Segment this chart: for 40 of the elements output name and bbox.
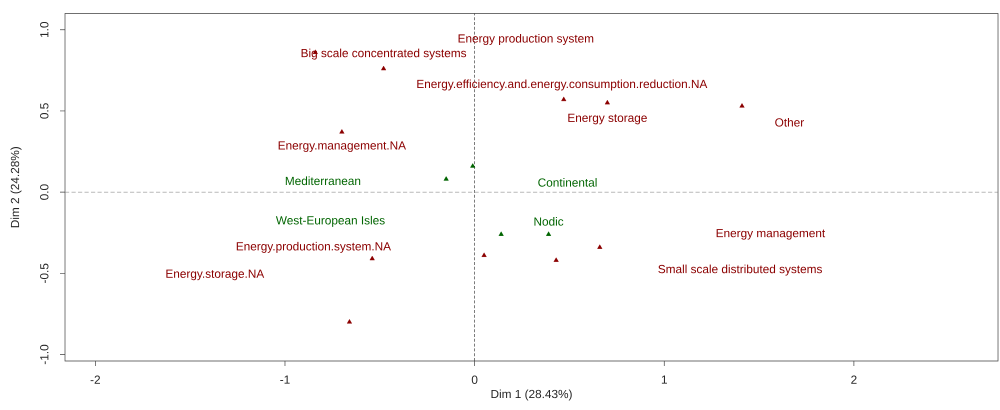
annotation: West-European Isles xyxy=(276,216,385,227)
annotation: Big scale concentrated systems xyxy=(302,48,466,60)
x-tick-label: 2 xyxy=(851,376,857,384)
point xyxy=(739,103,745,108)
point xyxy=(546,231,552,236)
point xyxy=(561,96,566,102)
x-tick-label: -2 xyxy=(90,376,100,384)
point xyxy=(346,319,352,324)
annotation: Mediterranean xyxy=(286,176,360,186)
x-tick-label: 0 xyxy=(472,376,478,384)
annotation: Energy storage xyxy=(568,114,647,124)
annotation: Energy.management.NA xyxy=(278,141,406,152)
point xyxy=(498,231,504,236)
y-tick-label: -0.5 xyxy=(40,264,48,283)
point xyxy=(554,257,559,262)
annotation: Nodic xyxy=(534,217,564,226)
annotation: Energy production system xyxy=(458,34,594,45)
point xyxy=(470,163,476,168)
point xyxy=(381,66,386,70)
annotation: Energy.production.system.NA xyxy=(236,242,391,253)
y-tick-label: 1.0 xyxy=(40,22,48,38)
y-tick-label: 0.0 xyxy=(40,184,48,200)
annotation: Small scale distributed systems xyxy=(658,264,822,276)
point xyxy=(444,176,449,181)
point xyxy=(339,129,344,134)
y-axis-title: Dim 2 (24.28%) xyxy=(10,147,22,228)
point xyxy=(604,100,610,104)
annotation: Continental xyxy=(538,178,597,187)
point xyxy=(597,244,602,249)
x-tick-label: 1 xyxy=(662,376,667,384)
point xyxy=(482,252,487,257)
x-tick-label: -1 xyxy=(280,376,290,384)
y-tick-label: 0.5 xyxy=(40,103,48,119)
x-axis-title: Dim 1 (28.43%) xyxy=(491,390,572,400)
annotation: Other xyxy=(775,118,804,127)
annotation: Energy.storage.NA xyxy=(166,270,264,280)
annotation: Energy.efficiency.and.energy.consumption.reduction.NA xyxy=(417,79,708,90)
annotation: Energy management xyxy=(716,229,826,240)
point xyxy=(370,256,375,260)
y-tick-label: -1.0 xyxy=(40,344,48,364)
